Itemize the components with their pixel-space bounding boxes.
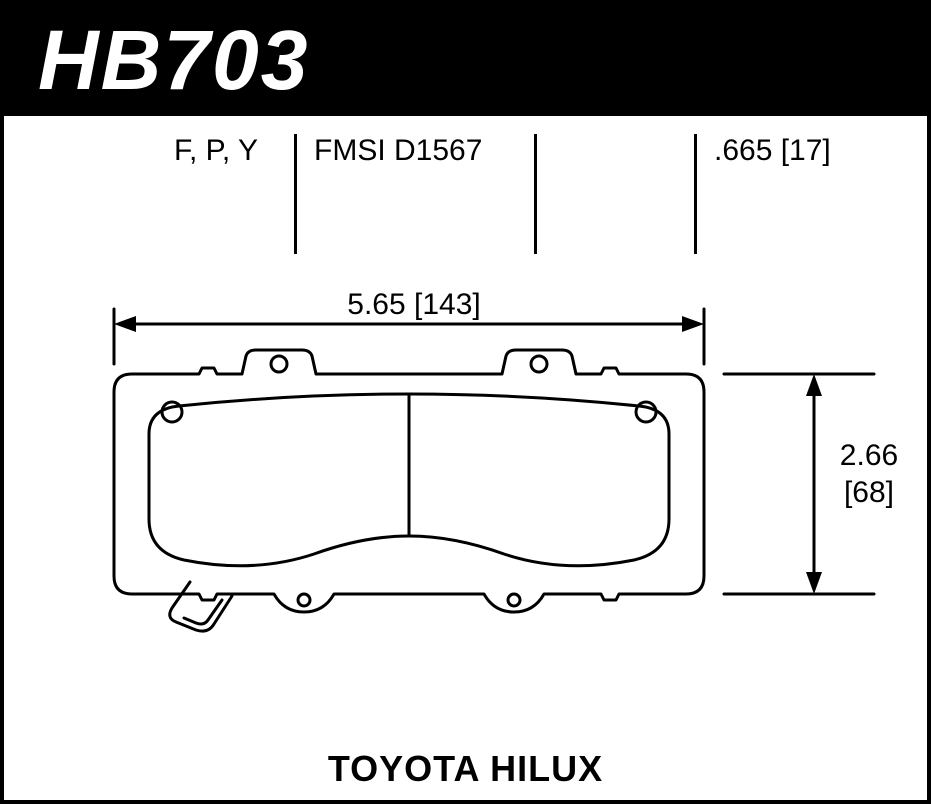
spec-divider-2 [534,134,537,254]
header-bar: HB703 [4,4,927,116]
brake-pad-drawing [4,264,927,744]
fmsi-text: FMSI D1567 [314,134,482,168]
height-arrow-top [806,374,822,396]
bottom-lug-hole-right [508,594,520,606]
height-arrow-bottom [806,572,822,594]
tab-hole-right [531,356,547,372]
spec-divider-3 [694,134,697,254]
height-dim-label-2: [68] [829,476,909,510]
spec-divider-1 [294,134,297,254]
part-number: HB703 [38,12,309,109]
thickness-text: .665 [17] [714,134,831,168]
bottom-lug-hole-left [298,594,310,606]
spec-row: F, P, Y FMSI D1567 .665 [17] [4,134,927,254]
page-frame: HB703 F, P, Y FMSI D1567 .665 [17] [0,0,931,804]
height-dim-label-1: 2.66 [829,439,909,473]
width-arrow-left [114,316,136,332]
tab-hole-left [271,356,287,372]
compounds-text: F, P, Y [174,134,258,168]
width-dim-label: 5.65 [143] [334,288,494,322]
width-arrow-right [682,316,704,332]
vehicle-name: TOYOTA HILUX [4,748,927,790]
diagram-area: 5.65 [143] 2.66 [68] [4,264,927,744]
